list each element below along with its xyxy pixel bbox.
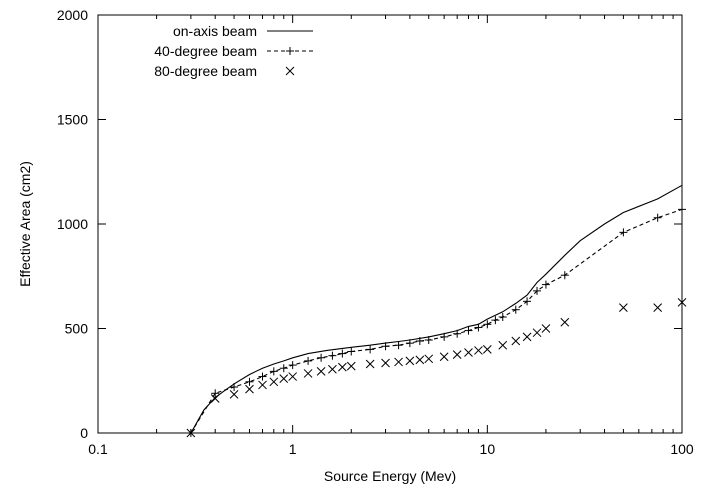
series-1-point-15 [394, 341, 403, 350]
x-tick-label-0: 0.1 [88, 441, 108, 457]
series-2-point-20 [452, 350, 462, 359]
series-layer [186, 184, 687, 438]
x-tick-label-3: 100 [670, 441, 694, 457]
legend-label-1: 40-degree beam [154, 43, 257, 59]
y-tick-label-1: 500 [65, 321, 89, 337]
series-2-point-29 [560, 317, 570, 327]
x-tick-label-1: 1 [289, 441, 297, 457]
series-1-point-24 [491, 316, 500, 325]
series-0-line [190, 184, 683, 434]
series-1-point-18 [424, 335, 433, 344]
series-1-point-19 [440, 332, 449, 341]
series-2-point-23 [482, 345, 492, 354]
series-1-point-31 [619, 228, 628, 237]
series-1-point-22 [474, 323, 483, 332]
series-1-point-20 [453, 329, 462, 338]
series-2-point-12 [346, 361, 356, 371]
series-1-point-23 [483, 320, 492, 329]
series-2-point-15 [394, 357, 403, 367]
series-2-point-3 [245, 384, 254, 394]
series-2-point-13 [365, 359, 375, 369]
series-2-point-16 [405, 356, 415, 366]
series-1-point-26 [511, 305, 520, 314]
x-axis-label: Source Energy (Mev) [324, 468, 456, 484]
series-1-point-21 [464, 326, 473, 335]
series-1-point-33 [678, 205, 686, 214]
y-tick-label-0: 0 [80, 425, 88, 441]
series-1-point-9 [317, 353, 326, 362]
series-2-point-22 [474, 346, 483, 355]
series-1-point-7 [288, 361, 297, 370]
series-1-point-12 [347, 347, 356, 356]
series-2-point-8 [303, 369, 313, 378]
series-2-point-0 [186, 428, 196, 438]
series-2-point-18 [424, 354, 434, 364]
series-2-point-26 [522, 332, 532, 342]
y-tick-label-3: 1500 [57, 112, 88, 128]
series-2-point-31 [653, 303, 663, 312]
legend-swatch-1 [267, 47, 313, 55]
series-1-point-29 [541, 280, 550, 289]
series-1-point-13 [366, 345, 375, 354]
series-2-point-2 [229, 389, 239, 399]
series-1-point-2 [230, 383, 239, 392]
series-1-point-30 [560, 271, 569, 280]
y-tick-label-4: 2000 [57, 7, 88, 23]
series-1-point-4 [258, 372, 267, 381]
series-2-point-5 [269, 377, 279, 387]
series-1-point-5 [269, 367, 278, 376]
series-1-point-14 [381, 342, 390, 351]
legend-label-2: 80-degree beam [154, 63, 257, 79]
series-1-point-32 [653, 213, 662, 222]
legend: on-axis beam 40-degree beam 80-degree beam [154, 23, 313, 79]
series-2 [186, 298, 687, 438]
y-axis-label: Effective Area (cm2) [17, 161, 33, 287]
series-2-point-19 [439, 352, 449, 362]
series-1-point-8 [304, 356, 313, 365]
series-2-point-11 [338, 362, 347, 372]
legend-swatch-2 [285, 66, 295, 76]
series-2-point-4 [258, 380, 267, 390]
tick-labels: 0 500 1000 1500 2000 0.1 1 10 100 [57, 7, 694, 457]
series-2-point-10 [328, 364, 337, 374]
x-tick-label-2: 10 [480, 441, 496, 457]
series-2-point-21 [464, 348, 473, 357]
series-0 [190, 184, 683, 434]
series-2-point-6 [279, 374, 289, 384]
series-2-point-28 [541, 324, 551, 333]
series-1-point-27 [523, 297, 532, 306]
series-1-point-11 [338, 349, 347, 358]
series-1 [186, 205, 686, 437]
series-1-point-16 [405, 339, 414, 348]
series-1-point-1 [211, 389, 220, 398]
series-1-point-17 [415, 337, 424, 346]
series-1-point-28 [533, 286, 542, 295]
series-1-point-25 [498, 313, 507, 322]
series-1-point-3 [245, 377, 254, 386]
series-1-point-10 [328, 351, 337, 360]
series-2-point-1 [210, 394, 220, 403]
series-2-point-30 [619, 303, 628, 312]
series-2-point-9 [316, 366, 326, 376]
series-2-point-17 [415, 355, 425, 365]
legend-label-0: on-axis beam [173, 23, 257, 39]
series-1-point-6 [279, 364, 288, 373]
series-2-point-24 [498, 340, 508, 350]
y-tick-label-2: 1000 [57, 216, 88, 232]
series-2-point-27 [532, 328, 542, 338]
series-2-point-32 [677, 298, 687, 307]
series-2-point-14 [381, 358, 390, 368]
series-2-point-7 [288, 372, 298, 381]
series-2-point-25 [511, 336, 521, 346]
series-1-line [190, 208, 683, 434]
axis-ticks [97, 14, 683, 434]
